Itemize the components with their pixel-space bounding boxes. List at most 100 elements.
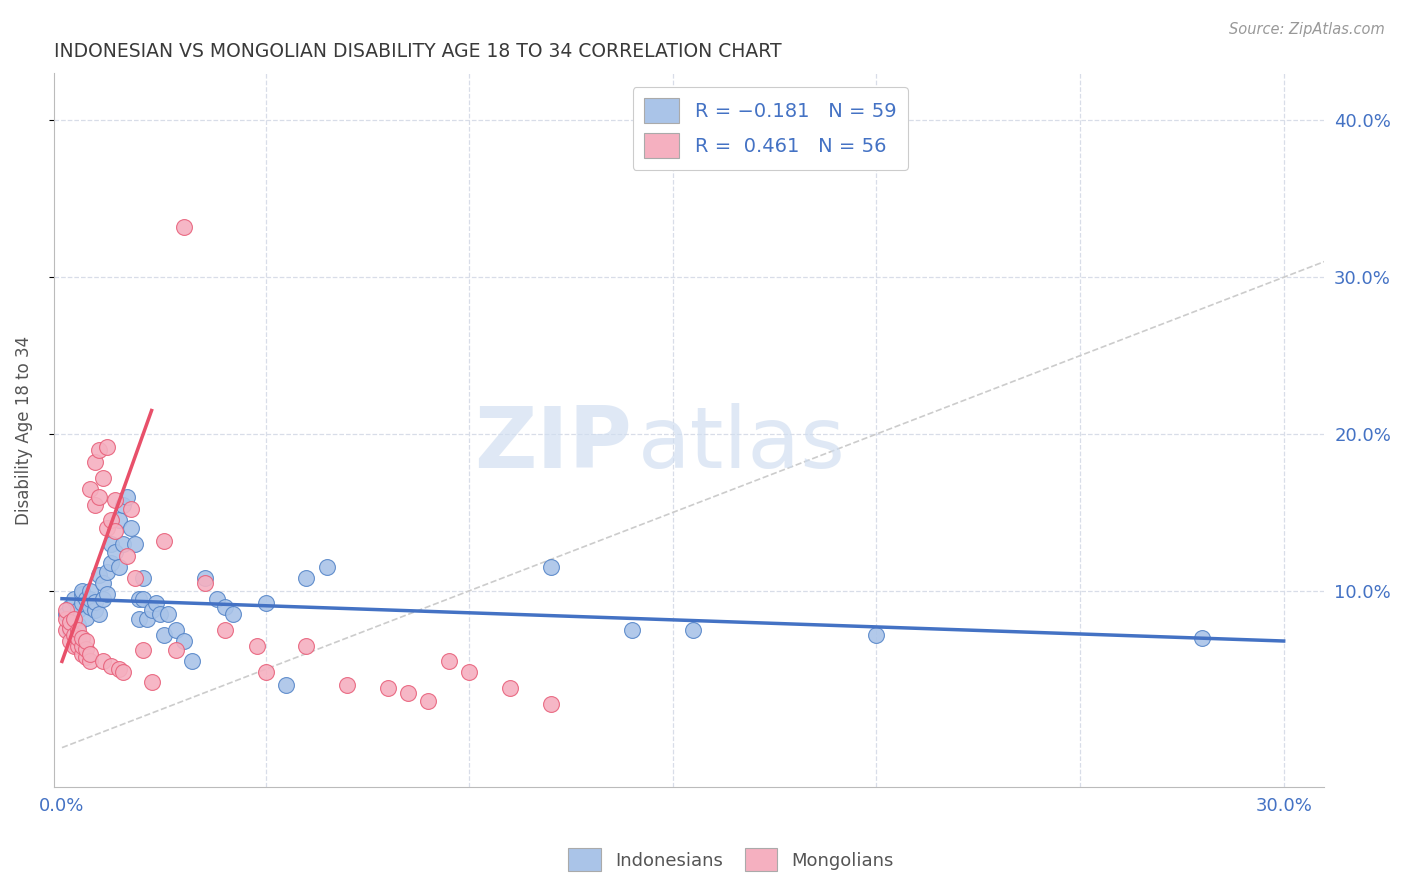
Point bbox=[83, 455, 105, 469]
Point bbox=[96, 565, 118, 579]
Point bbox=[108, 560, 131, 574]
Point bbox=[128, 591, 150, 606]
Point bbox=[124, 571, 146, 585]
Point bbox=[91, 576, 114, 591]
Point bbox=[87, 568, 110, 582]
Point bbox=[141, 674, 163, 689]
Point bbox=[152, 628, 174, 642]
Point bbox=[222, 607, 245, 622]
Point bbox=[55, 602, 77, 616]
Point bbox=[295, 571, 318, 585]
Point bbox=[274, 678, 297, 692]
Point bbox=[100, 513, 122, 527]
Point bbox=[63, 628, 86, 642]
Point bbox=[112, 498, 135, 512]
Point bbox=[120, 502, 142, 516]
Point bbox=[156, 607, 179, 622]
Point bbox=[75, 591, 97, 606]
Point bbox=[79, 583, 101, 598]
Point bbox=[254, 596, 277, 610]
Point bbox=[193, 571, 215, 585]
Point bbox=[79, 647, 101, 661]
Point bbox=[63, 639, 86, 653]
Point bbox=[128, 612, 150, 626]
Point bbox=[682, 623, 704, 637]
Point bbox=[91, 591, 114, 606]
Point bbox=[124, 537, 146, 551]
Text: atlas: atlas bbox=[638, 403, 846, 486]
Point bbox=[72, 647, 94, 661]
Point bbox=[136, 612, 159, 626]
Point bbox=[59, 599, 82, 614]
Point bbox=[91, 654, 114, 668]
Point bbox=[214, 623, 236, 637]
Point bbox=[132, 591, 155, 606]
Point bbox=[865, 628, 887, 642]
Point bbox=[96, 440, 118, 454]
Point bbox=[173, 220, 195, 235]
Point bbox=[149, 607, 172, 622]
Point bbox=[59, 634, 82, 648]
Point bbox=[165, 623, 187, 637]
Point bbox=[79, 482, 101, 496]
Point bbox=[132, 571, 155, 585]
Point bbox=[254, 665, 277, 680]
Point bbox=[59, 622, 82, 636]
Point bbox=[72, 631, 94, 645]
Point bbox=[75, 634, 97, 648]
Point bbox=[112, 537, 135, 551]
Point bbox=[100, 537, 122, 551]
Point bbox=[104, 544, 127, 558]
Point bbox=[112, 665, 135, 680]
Point bbox=[67, 623, 90, 637]
Point bbox=[83, 602, 105, 616]
Point bbox=[55, 623, 77, 637]
Point bbox=[115, 490, 138, 504]
Point bbox=[83, 595, 105, 609]
Point bbox=[59, 623, 82, 637]
Point bbox=[458, 665, 481, 680]
Point bbox=[72, 587, 94, 601]
Y-axis label: Disability Age 18 to 34: Disability Age 18 to 34 bbox=[15, 335, 32, 524]
Point bbox=[152, 533, 174, 548]
Point bbox=[91, 471, 114, 485]
Point bbox=[96, 587, 118, 601]
Point bbox=[499, 681, 522, 695]
Point bbox=[205, 591, 228, 606]
Text: ZIP: ZIP bbox=[474, 403, 631, 486]
Text: Source: ZipAtlas.com: Source: ZipAtlas.com bbox=[1229, 22, 1385, 37]
Point bbox=[295, 639, 318, 653]
Point bbox=[181, 654, 204, 668]
Point bbox=[67, 602, 90, 616]
Point bbox=[165, 643, 187, 657]
Point bbox=[145, 596, 167, 610]
Point bbox=[63, 612, 86, 626]
Point bbox=[72, 639, 94, 653]
Point bbox=[72, 596, 94, 610]
Point bbox=[59, 615, 82, 630]
Point bbox=[75, 610, 97, 624]
Point bbox=[79, 654, 101, 668]
Point bbox=[437, 654, 460, 668]
Point bbox=[214, 599, 236, 614]
Point bbox=[96, 521, 118, 535]
Legend: Indonesians, Mongolians: Indonesians, Mongolians bbox=[561, 841, 901, 879]
Point bbox=[540, 560, 562, 574]
Point bbox=[67, 618, 90, 632]
Point bbox=[100, 556, 122, 570]
Point bbox=[72, 583, 94, 598]
Point bbox=[75, 641, 97, 656]
Point bbox=[108, 513, 131, 527]
Point bbox=[63, 612, 86, 626]
Point bbox=[87, 442, 110, 457]
Point bbox=[141, 602, 163, 616]
Point bbox=[246, 639, 269, 653]
Point bbox=[396, 686, 419, 700]
Point bbox=[173, 634, 195, 648]
Point bbox=[75, 649, 97, 664]
Point bbox=[115, 549, 138, 564]
Point bbox=[377, 681, 399, 695]
Point bbox=[193, 576, 215, 591]
Point bbox=[108, 662, 131, 676]
Point bbox=[55, 612, 77, 626]
